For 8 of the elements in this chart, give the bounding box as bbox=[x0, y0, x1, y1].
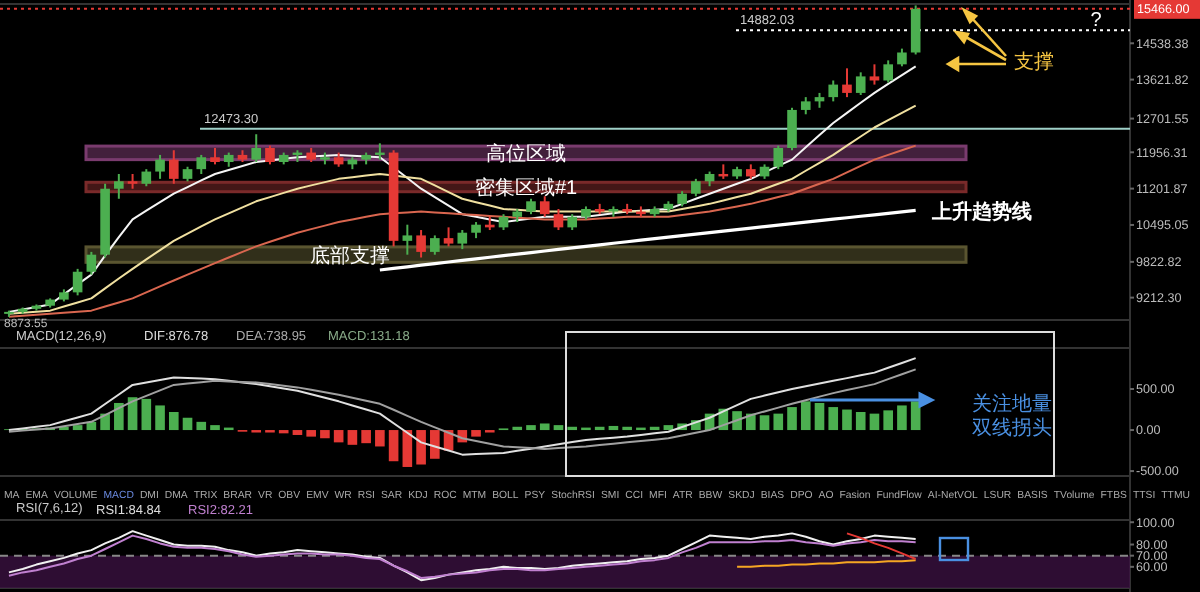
text: ? bbox=[1090, 10, 1103, 32]
text: 双线拐头 bbox=[972, 416, 1052, 440]
text: 关注地量 bbox=[972, 392, 1052, 416]
band-label: 高位区域 bbox=[486, 141, 566, 166]
band-label: 密集区域#1 bbox=[474, 176, 578, 200]
series-label: 上升趋势线 bbox=[929, 200, 1032, 225]
band-label: 底部支撑 bbox=[310, 243, 390, 268]
text: 支撑 bbox=[1014, 50, 1054, 74]
